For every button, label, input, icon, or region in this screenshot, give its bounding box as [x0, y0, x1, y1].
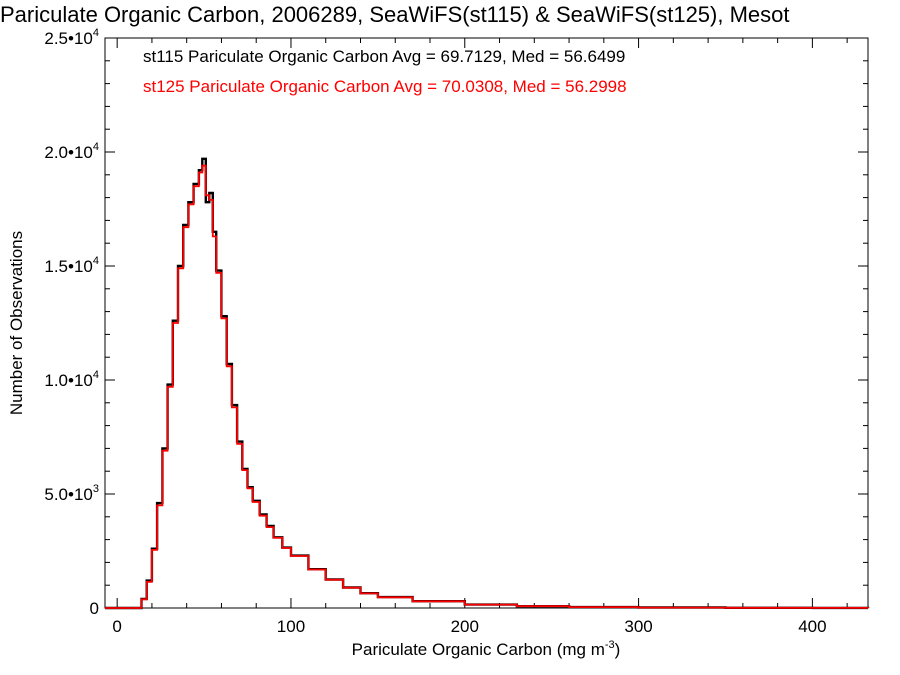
- y-tick-label-exponent: 4: [93, 255, 99, 267]
- y-tick-label-exponent: 4: [93, 369, 99, 381]
- y-tick-label: 2.0•104: [44, 141, 99, 162]
- x-axis-label-text: Pariculate Organic Carbon (mg m: [352, 640, 605, 659]
- y-tick-label: 1.0•104: [44, 369, 99, 390]
- x-tick-label: 100: [277, 617, 305, 636]
- series-group: [105, 157, 870, 610]
- y-tick-label: 5.0•103: [44, 483, 99, 504]
- y-tick-label-exponent: 4: [93, 27, 99, 39]
- y-tick-label: 0: [90, 599, 99, 618]
- y-tick-label: 2.5•104: [44, 27, 99, 48]
- x-tick-label: 0: [112, 617, 121, 636]
- x-axis-label: Pariculate Organic Carbon (mg m-3): [352, 639, 621, 659]
- y-tick-label-exponent: 3: [93, 483, 99, 495]
- y-tick-label-base: 1.5•10: [44, 257, 93, 276]
- annotation-st125: st125 Pariculate Organic Carbon Avg = 70…: [143, 77, 627, 96]
- series-line-1: [105, 164, 869, 609]
- y-tick-label: 1.5•104: [44, 255, 99, 276]
- y-axis-label: Number of Observations: [7, 231, 26, 415]
- x-tick-label: 200: [451, 617, 479, 636]
- y-tick-label-base: 5.0•10: [44, 485, 93, 504]
- chart-title: Pariculate Organic Carbon, 2006289, SeaW…: [0, 2, 790, 27]
- series-line-0: [105, 157, 870, 610]
- y-tick-label-base: 1.0•10: [44, 371, 93, 390]
- x-axis-label-sup: -3: [605, 639, 615, 651]
- annotation-st115: st115 Pariculate Organic Carbon Avg = 69…: [143, 47, 625, 66]
- plot-frame: [104, 37, 869, 609]
- x-axis: 0 100 200 300 400: [112, 38, 848, 636]
- x-axis-label-close: ): [615, 640, 621, 659]
- y-tick-label-base: 0: [90, 599, 99, 618]
- y-tick-label-exponent: 4: [93, 141, 99, 153]
- y-tick-label-base: 2.5•10: [44, 29, 93, 48]
- y-tick-label-base: 2.0•10: [44, 143, 93, 162]
- x-tick-label: 400: [798, 617, 826, 636]
- x-tick-label: 300: [624, 617, 652, 636]
